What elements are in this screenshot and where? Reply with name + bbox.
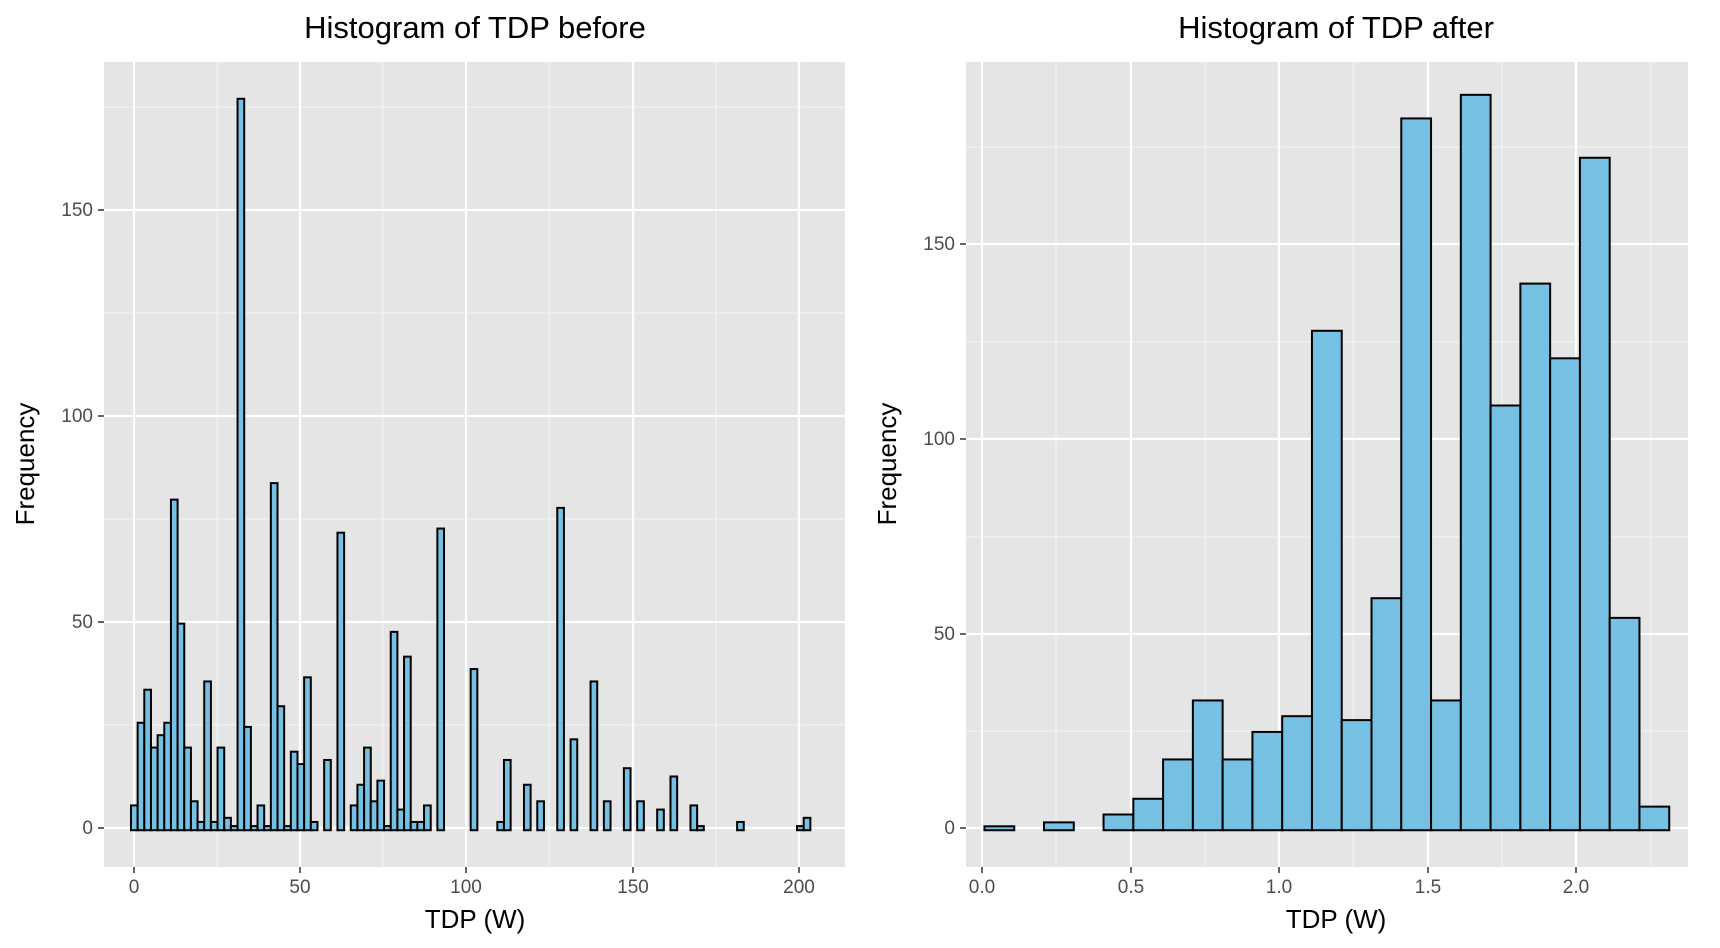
x-axis-label: TDP (W) <box>1286 904 1387 934</box>
histogram-bar <box>1281 715 1313 832</box>
x-tick-label: 50 <box>289 877 310 898</box>
histogram-bar <box>416 820 426 832</box>
histogram-bar <box>189 800 199 832</box>
histogram-bar <box>376 779 386 832</box>
y-tick-label: 150 <box>61 200 93 221</box>
histogram-bars <box>129 97 812 832</box>
histogram-bar <box>1162 758 1194 832</box>
histogram-bar <box>1340 719 1373 832</box>
histogram-bar <box>203 680 212 832</box>
x-tick-label: 0 <box>129 877 140 898</box>
x-tick-label: 2.0 <box>1563 877 1589 898</box>
histogram-bar <box>1430 699 1462 832</box>
histogram-bar <box>323 758 332 832</box>
minor-gridlines <box>104 62 845 867</box>
histogram-bar <box>223 816 232 832</box>
histogram-bar <box>1370 597 1403 832</box>
histogram-bar <box>1191 699 1224 832</box>
x-axis-label: TDP (W) <box>425 904 526 934</box>
histogram-bar <box>1459 93 1492 832</box>
x-tick-label: 200 <box>783 877 815 898</box>
y-tick-label: 100 <box>61 406 93 427</box>
y-tick-label: 50 <box>72 612 93 633</box>
histogram-bar <box>269 482 279 832</box>
histogram-bars <box>983 93 1671 832</box>
histogram-bar <box>403 655 412 832</box>
histogram-bar <box>183 746 192 832</box>
histogram-bar <box>423 804 432 832</box>
x-axis: 0 50 100 150 200 <box>129 867 815 898</box>
y-axis-label: Frequency <box>872 403 902 526</box>
histogram-bar <box>522 783 532 832</box>
panel-after: 0 50 100 150 0.0 0.5 1.0 1.5 2.0 Histogr… <box>872 10 1688 934</box>
histogram-bar <box>363 746 372 832</box>
y-tick-label: 150 <box>923 234 955 255</box>
y-tick-label: 0 <box>944 818 955 839</box>
histogram-bar <box>569 738 579 832</box>
histogram-bar <box>1221 758 1254 832</box>
histogram-bar <box>1132 797 1165 832</box>
y-axis: 0 50 100 150 <box>923 234 966 839</box>
histogram-bar <box>1489 404 1522 832</box>
histogram-bar <box>696 825 705 832</box>
histogram-bar <box>309 820 319 832</box>
histogram-bar <box>656 808 665 832</box>
x-tick-label: 0.0 <box>969 877 995 898</box>
histogram-bar <box>336 531 346 832</box>
y-tick-label: 50 <box>934 624 955 645</box>
y-axis: 0 50 100 150 <box>61 200 104 839</box>
histogram-bar <box>176 622 186 832</box>
histogram-bar <box>736 820 745 832</box>
histogram-bar <box>1519 282 1552 832</box>
x-tick-label: 1.5 <box>1415 877 1441 898</box>
histogram-bar <box>236 97 246 832</box>
histogram-bar <box>589 680 599 832</box>
histogram-bar <box>669 775 679 832</box>
panel-before: 0 50 100 150 0 50 100 150 200 Histogram … <box>10 10 845 934</box>
chart-title: Histogram of TDP after <box>1178 10 1494 45</box>
histogram-bar <box>1578 156 1611 832</box>
y-tick-label: 100 <box>923 429 955 450</box>
x-tick-label: 0.5 <box>1118 877 1144 898</box>
histogram-bar <box>602 800 612 832</box>
x-tick-label: 1.0 <box>1266 877 1292 898</box>
histogram-bar <box>556 506 565 832</box>
histogram-bar <box>389 630 399 832</box>
x-tick-label: 100 <box>450 877 482 898</box>
histogram-bar <box>256 804 266 832</box>
x-tick-label: 150 <box>617 877 649 898</box>
histogram-bar <box>536 800 545 832</box>
histogram-bar <box>1549 357 1581 832</box>
x-axis: 0.0 0.5 1.0 1.5 2.0 <box>969 867 1589 898</box>
histogram-bar <box>1043 821 1075 832</box>
histogram-bar <box>216 746 226 832</box>
histogram-bar <box>276 705 286 832</box>
histogram-bar <box>469 668 479 832</box>
histogram-bar <box>243 725 252 832</box>
histogram-bar <box>689 804 699 832</box>
y-axis-label: Frequency <box>10 403 40 526</box>
chart-title: Histogram of TDP before <box>304 10 646 45</box>
histogram-bar <box>436 527 446 832</box>
histogram-bar <box>502 758 512 832</box>
histogram-bar <box>622 767 632 832</box>
histogram-bar <box>1251 730 1284 832</box>
histogram-bar <box>1608 616 1641 832</box>
histogram-bar <box>1102 813 1135 832</box>
histogram-bar <box>1310 329 1343 832</box>
histogram-bar <box>802 816 812 832</box>
histogram-bar <box>1638 805 1671 832</box>
y-tick-label: 0 <box>82 818 93 839</box>
histogram-bar <box>303 676 312 832</box>
histogram-bar <box>983 825 1016 832</box>
histogram-bar <box>636 800 645 832</box>
histogram-bar <box>1400 117 1433 832</box>
